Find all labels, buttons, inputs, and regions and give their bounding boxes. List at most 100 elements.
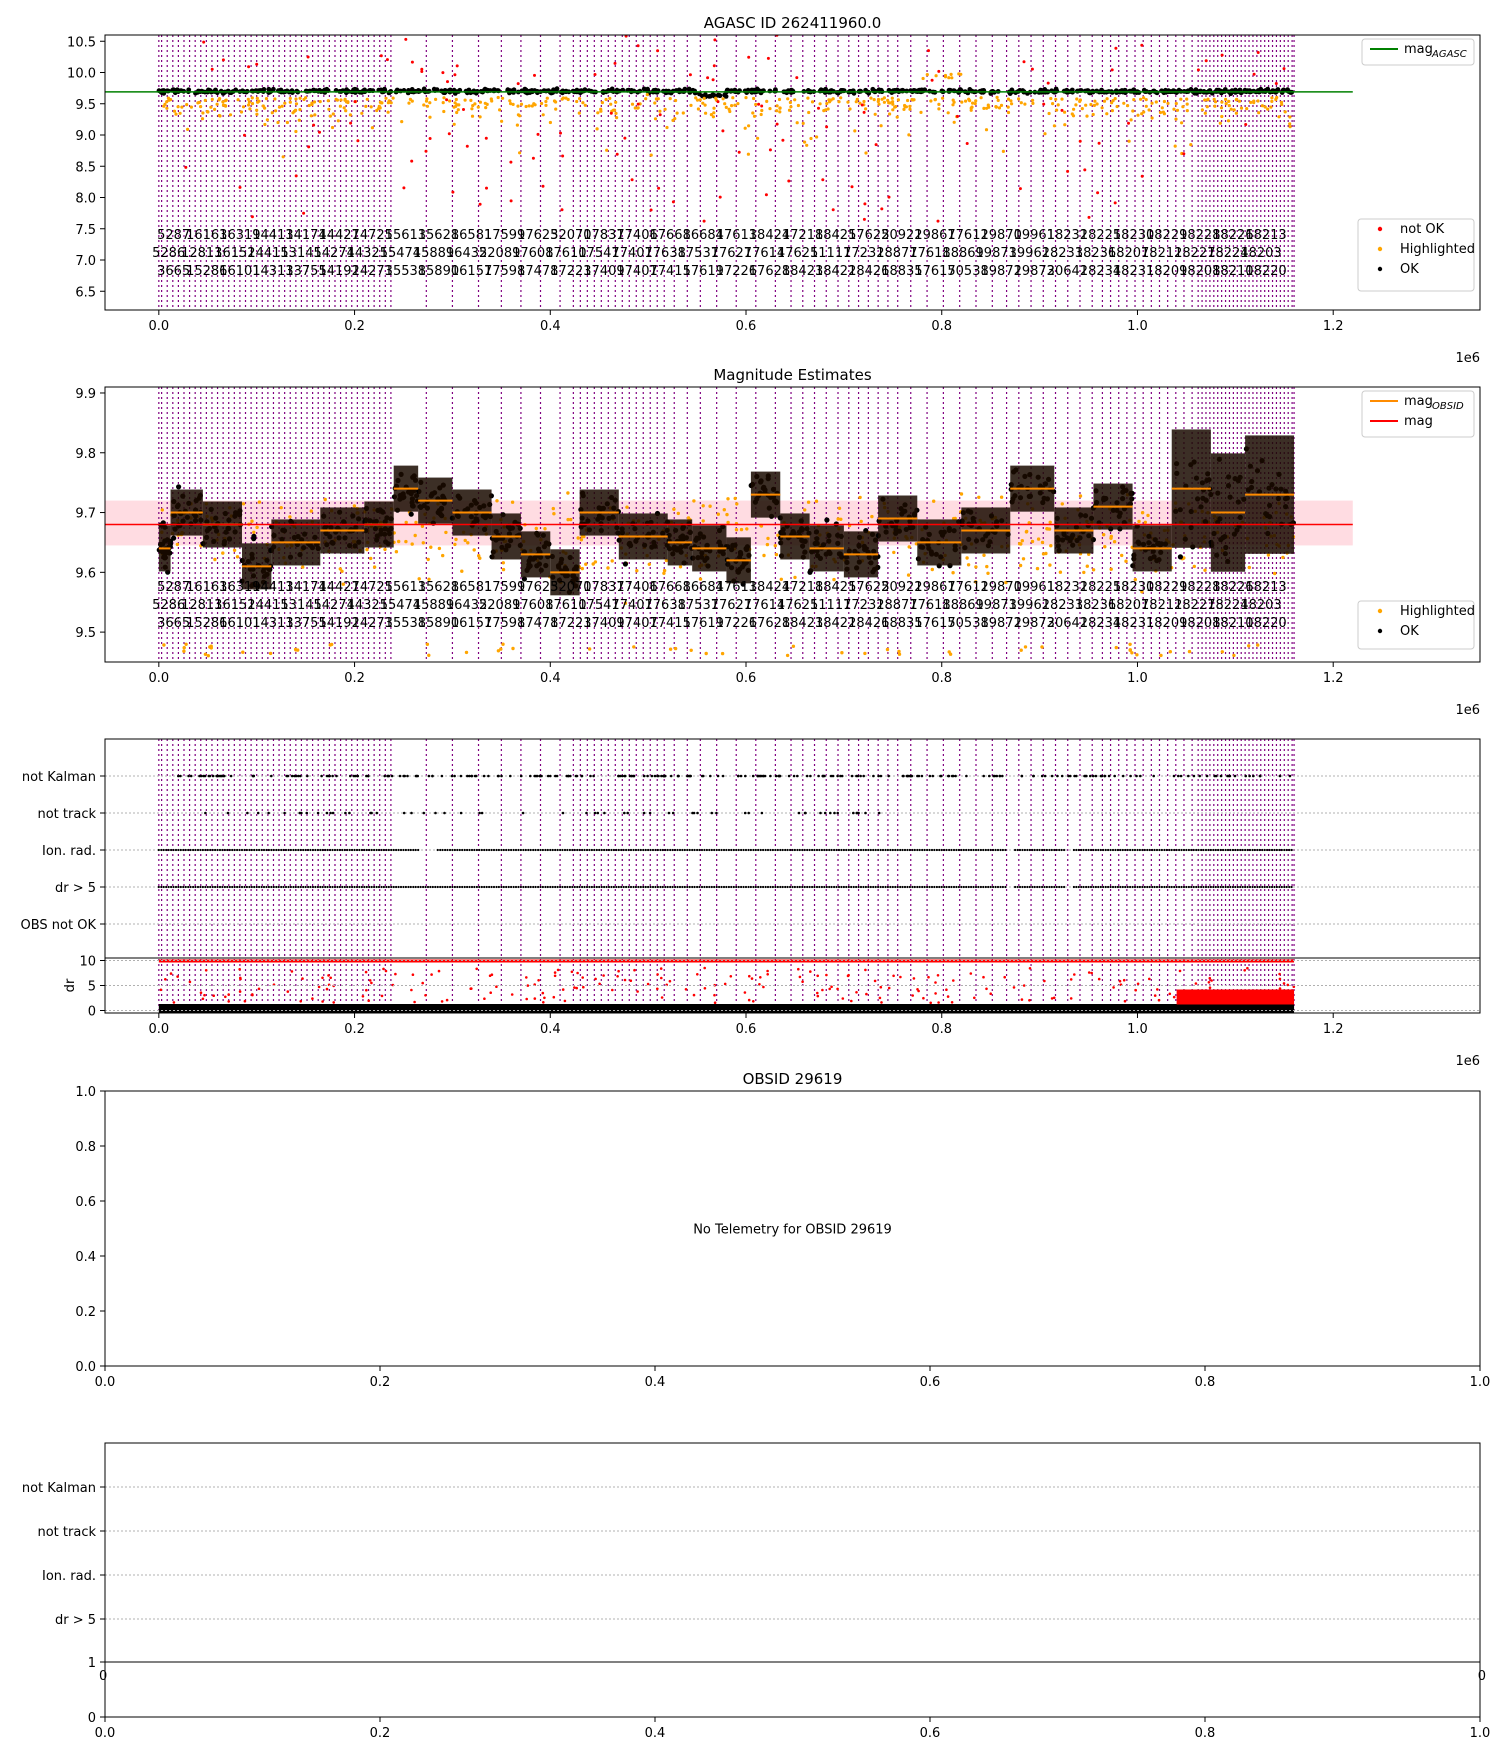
- data-point: [480, 885, 483, 889]
- data-point: [297, 118, 301, 122]
- data-point: [818, 102, 822, 106]
- data-point: [830, 885, 833, 889]
- data-point: [1140, 174, 1144, 178]
- y-tick-label: 9.9: [75, 387, 96, 402]
- data-point: [441, 71, 445, 75]
- data-point: [623, 811, 626, 815]
- data-point: [1288, 125, 1292, 129]
- data-point: [296, 648, 300, 652]
- data-point: [1174, 117, 1178, 121]
- data-point: [836, 811, 839, 815]
- x-tick-label: 0.4: [540, 1022, 561, 1037]
- data-point: [821, 774, 825, 778]
- data-point: [203, 993, 206, 997]
- data-point: [1252, 99, 1256, 103]
- data-point: [1139, 97, 1143, 101]
- data-point: [1156, 988, 1159, 991]
- data-point: [1172, 995, 1176, 999]
- data-point: [593, 560, 598, 564]
- data-point: [252, 530, 256, 534]
- data-point: [1077, 885, 1080, 889]
- data-point: [653, 774, 657, 778]
- data-point: [941, 96, 945, 100]
- data-point: [437, 546, 442, 551]
- obsid-label: 14174: [285, 228, 326, 243]
- data-point: [363, 885, 366, 889]
- data-point: [297, 885, 300, 889]
- data-point: [1075, 885, 1078, 889]
- data-point: [447, 132, 451, 136]
- data-point: [1072, 885, 1075, 889]
- data-point: [307, 885, 310, 889]
- data-point: [613, 108, 617, 112]
- data-point: [363, 848, 366, 852]
- data-point: [1049, 544, 1053, 548]
- data-point: [1066, 169, 1070, 173]
- data-point: [1105, 112, 1109, 116]
- data-point: [705, 848, 709, 852]
- data-point: [744, 848, 748, 852]
- data-point: [653, 101, 657, 105]
- data-point: [236, 885, 239, 889]
- data-point: [847, 848, 850, 852]
- obsid-label: 17232: [843, 246, 884, 261]
- obsid-label: 18229: [1146, 580, 1187, 595]
- data-point: [272, 885, 275, 889]
- data-point: [982, 106, 986, 110]
- obsid-label: 17409: [583, 264, 624, 279]
- data-point: [689, 648, 693, 652]
- data-point: [811, 885, 814, 889]
- obsid-label: 17612: [947, 580, 988, 595]
- data-point: [1120, 553, 1124, 558]
- data-point: [569, 774, 572, 778]
- data-point: [1180, 121, 1184, 125]
- data-point: [410, 811, 413, 815]
- data-point: [1197, 848, 1200, 852]
- y-tick-label: 6.5: [75, 285, 96, 300]
- data-point: [203, 774, 207, 778]
- data-point: [823, 848, 826, 852]
- data-point: [1102, 885, 1105, 889]
- data-point: [984, 128, 989, 132]
- obsid-label: 16152: [214, 246, 255, 261]
- data-point: [698, 98, 702, 102]
- data-point: [974, 99, 978, 103]
- data-point: [251, 993, 254, 996]
- data-point: [593, 73, 597, 76]
- data-point: [247, 103, 251, 107]
- data-point: [554, 848, 557, 852]
- data-point: [859, 774, 862, 778]
- data-point: [1026, 848, 1029, 852]
- data-point: [1021, 848, 1024, 852]
- data-point: [273, 97, 277, 101]
- data-point: [508, 99, 512, 103]
- data-point: [879, 774, 883, 778]
- data-point: [243, 133, 246, 137]
- data-point: [280, 885, 283, 889]
- data-point: [1285, 848, 1288, 852]
- data-point: [622, 561, 629, 567]
- data-point: [933, 885, 936, 889]
- data-point: [301, 565, 305, 569]
- data-point: [904, 88, 910, 94]
- data-point: [556, 848, 559, 852]
- data-point: [285, 120, 289, 125]
- data-point: [934, 981, 937, 984]
- data-point: [771, 885, 775, 889]
- data-point: [439, 885, 442, 889]
- data-point: [815, 135, 819, 139]
- data-point: [441, 101, 445, 105]
- data-point: [543, 88, 549, 94]
- data-point: [897, 652, 902, 656]
- data-point: [760, 108, 764, 113]
- legend-subscript: OBSID: [1432, 401, 1464, 412]
- data-point: [825, 125, 829, 129]
- data-point: [162, 643, 166, 647]
- obsid-label: 13755: [285, 616, 326, 631]
- obsid-label: 18207: [1108, 246, 1149, 261]
- data-point: [1020, 774, 1024, 778]
- data-point: [282, 848, 285, 852]
- data-point: [478, 100, 482, 104]
- data-point: [551, 506, 555, 511]
- data-point: [754, 885, 757, 889]
